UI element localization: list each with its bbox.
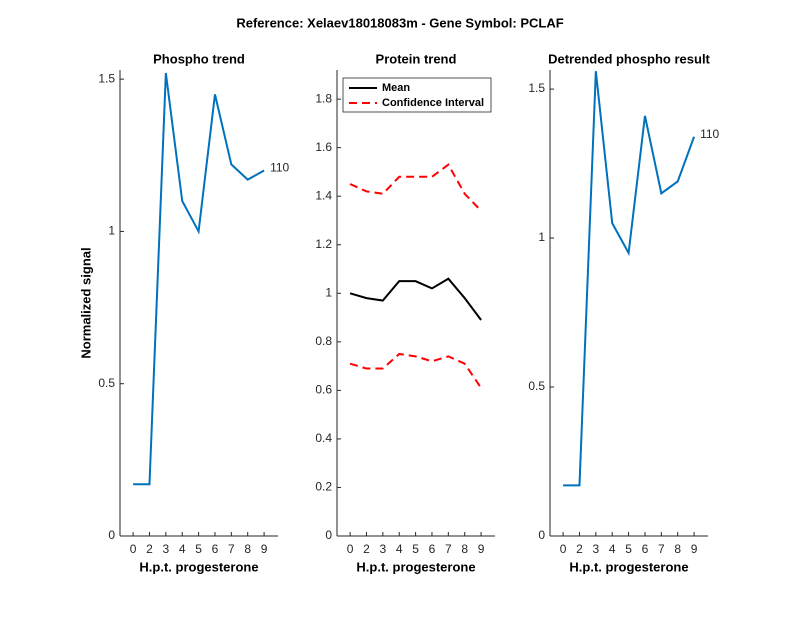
x-tick-label: 9 bbox=[261, 542, 268, 556]
x-tick-label: 4 bbox=[609, 542, 616, 556]
annotation: 110 bbox=[270, 161, 289, 175]
y-tick-label: 1.6 bbox=[315, 140, 332, 154]
y-tick-label: 1.5 bbox=[528, 81, 545, 95]
y-tick-label: 0.6 bbox=[315, 383, 332, 397]
y-tick-label: 0 bbox=[108, 528, 115, 542]
x-tick-label: 6 bbox=[429, 542, 436, 556]
panel-title: Detrended phospho result bbox=[548, 51, 710, 66]
x-axis-label: H.p.t. progesterone bbox=[356, 559, 475, 574]
x-axis-label: H.p.t. progesterone bbox=[139, 559, 258, 574]
y-tick-label: 1 bbox=[108, 224, 115, 238]
y-tick-label: 0.4 bbox=[315, 431, 332, 445]
y-tick-label: 0.5 bbox=[98, 376, 115, 390]
y-tick-label: 1 bbox=[538, 230, 545, 244]
panel-title: Phospho trend bbox=[153, 51, 245, 66]
ci-upper bbox=[349, 163, 482, 212]
legend-box bbox=[342, 77, 492, 113]
x-tick-label: 5 bbox=[625, 542, 632, 556]
y-axis-label: Normalized signal bbox=[78, 247, 93, 358]
y-tick-label: 1.4 bbox=[315, 188, 332, 202]
x-tick-label: 6 bbox=[212, 542, 219, 556]
x-tick-label: 7 bbox=[658, 542, 665, 556]
x-tick-label: 0 bbox=[130, 542, 137, 556]
y-tick-label: 0.2 bbox=[315, 480, 332, 494]
x-tick-label: 9 bbox=[478, 542, 485, 556]
x-tick-label: 7 bbox=[445, 542, 452, 556]
panel-title: Protein trend bbox=[376, 51, 457, 66]
line bbox=[563, 71, 696, 487]
figure-title: Reference: Xelaev18018083m - Gene Symbol… bbox=[236, 15, 563, 30]
x-tick-label: 8 bbox=[244, 542, 251, 556]
x-tick-label: 5 bbox=[195, 542, 202, 556]
line bbox=[133, 72, 265, 486]
x-tick-label: 0 bbox=[347, 542, 354, 556]
x-tick-label: 3 bbox=[380, 542, 387, 556]
y-tick-label: 0 bbox=[325, 528, 332, 542]
x-tick-label: 3 bbox=[593, 542, 600, 556]
x-tick-label: 6 bbox=[642, 542, 649, 556]
x-tick-label: 5 bbox=[412, 542, 419, 556]
legend-label: Confidence Interval bbox=[382, 97, 484, 109]
x-tick-label: 9 bbox=[691, 542, 698, 556]
x-tick-label: 4 bbox=[179, 542, 186, 556]
x-tick-label: 7 bbox=[228, 542, 235, 556]
x-tick-label: 8 bbox=[674, 542, 681, 556]
x-tick-label: 2 bbox=[363, 542, 370, 556]
x-tick-label: 3 bbox=[163, 542, 170, 556]
y-tick-label: 1.5 bbox=[98, 71, 115, 85]
legend-label: Mean bbox=[382, 82, 410, 94]
y-tick-label: 1 bbox=[325, 285, 332, 299]
x-tick-label: 4 bbox=[396, 542, 403, 556]
ci-lower bbox=[349, 352, 482, 389]
y-tick-label: 0 bbox=[538, 528, 545, 542]
x-tick-label: 2 bbox=[146, 542, 153, 556]
x-tick-label: 2 bbox=[576, 542, 583, 556]
annotation: 110 bbox=[700, 127, 719, 141]
y-tick-label: 1.2 bbox=[315, 237, 332, 251]
y-tick-label: 0.5 bbox=[528, 379, 545, 393]
x-tick-label: 8 bbox=[461, 542, 468, 556]
x-tick-label: 0 bbox=[560, 542, 567, 556]
y-tick-label: 0.8 bbox=[315, 334, 332, 348]
x-axis-label: H.p.t. progesterone bbox=[569, 559, 688, 574]
mean-line bbox=[349, 277, 482, 321]
y-tick-label: 1.8 bbox=[315, 91, 332, 105]
